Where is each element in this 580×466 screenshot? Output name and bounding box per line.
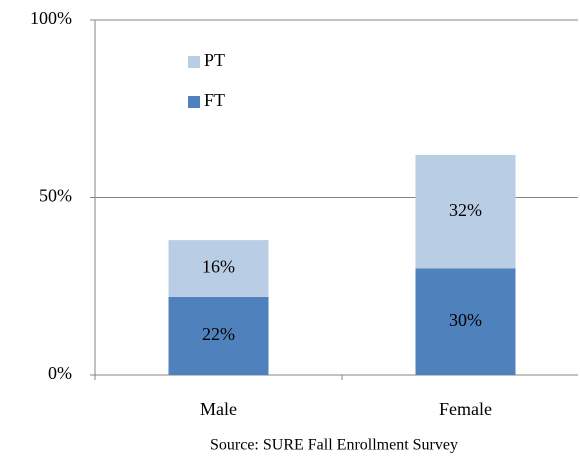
y-tick-label: 50% xyxy=(39,186,72,206)
bar-segment xyxy=(168,296,269,375)
y-tick-label: 0% xyxy=(48,363,72,383)
bar-segment xyxy=(415,154,516,269)
x-tick-label: Female xyxy=(439,399,492,419)
legend-swatch xyxy=(188,56,200,68)
data-label: 22% xyxy=(202,324,235,344)
x-tick-label: Male xyxy=(200,399,237,419)
data-label: 30% xyxy=(449,310,482,330)
data-label: 32% xyxy=(449,200,482,220)
bar-segment xyxy=(168,240,269,297)
legend-label: PT xyxy=(204,50,225,70)
legend-label: FT xyxy=(204,90,225,110)
legend-swatch xyxy=(188,96,200,108)
data-label: 16% xyxy=(202,257,235,277)
y-tick-label: 100% xyxy=(30,8,72,28)
caption: Source: SURE Fall Enrollment Survey xyxy=(210,437,458,454)
bar-segment xyxy=(415,268,516,375)
